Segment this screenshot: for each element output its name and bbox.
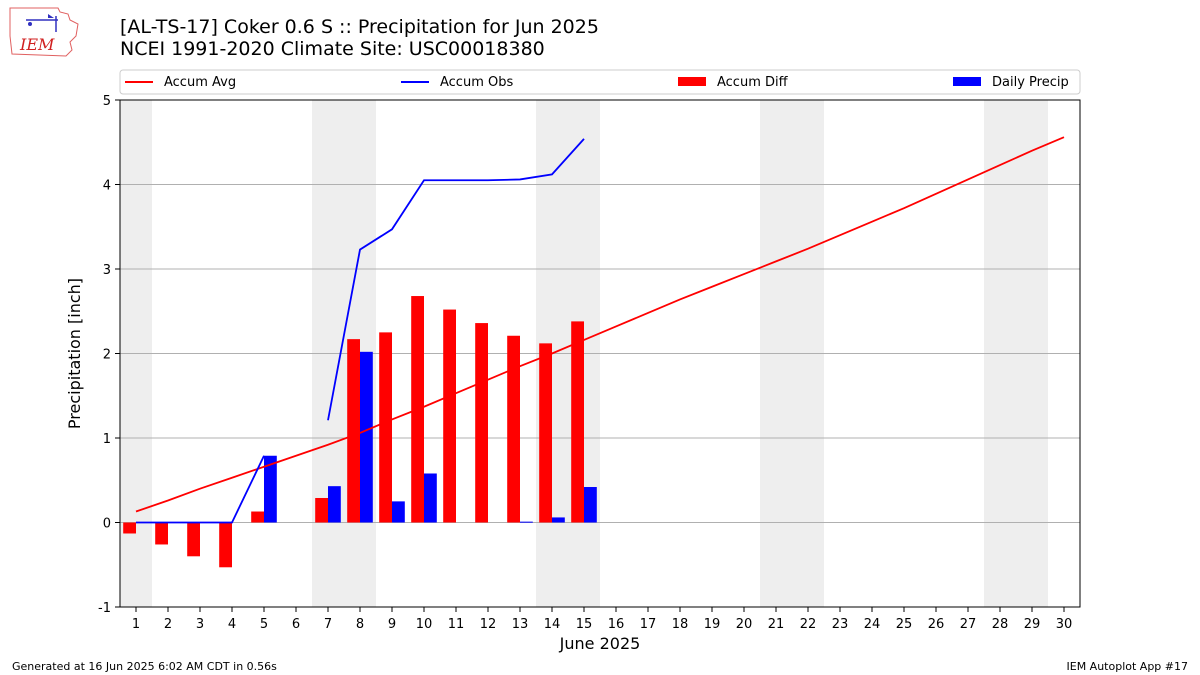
x-tick-label: 15	[576, 617, 593, 632]
x-tick-label: 5	[260, 617, 268, 632]
accum-diff-bar	[315, 497, 328, 523]
accum-diff-bar	[539, 343, 552, 523]
x-tick-label: 27	[960, 617, 977, 632]
y-tick-label: 0	[103, 517, 111, 532]
accum-obs-line	[136, 455, 265, 524]
x-tick-label: 29	[1024, 617, 1041, 632]
accum-diff-bar	[347, 339, 360, 523]
x-tick-label: 20	[736, 617, 753, 632]
daily-precip-bar	[552, 517, 565, 523]
svg-text:IEM: IEM	[19, 35, 55, 54]
accum-diff-bar	[155, 522, 168, 545]
x-tick-label: 16	[608, 617, 625, 632]
title-line-2: NCEI 1991-2020 Climate Site: USC00018380	[120, 38, 545, 60]
plot-frame	[119, 99, 1081, 608]
y-tick-label: 1	[103, 432, 111, 447]
x-tick-label: 25	[896, 617, 913, 632]
accum-diff-bar	[507, 335, 520, 523]
accum-obs-line	[327, 138, 585, 421]
x-tick-label: 23	[832, 617, 849, 632]
legend-box	[119, 69, 1081, 95]
accum-avg-line	[135, 136, 1065, 513]
accum-diff-bar	[123, 522, 136, 534]
x-tick-label: 24	[864, 617, 881, 632]
title-line-1: [AL-TS-17] Coker 0.6 S :: Precipitation …	[120, 16, 599, 38]
accum-diff-bar	[571, 321, 584, 523]
x-tick-label: 8	[356, 617, 364, 632]
x-tick-label: 21	[768, 617, 785, 632]
daily-precip-bar	[328, 486, 341, 523]
daily-precip-bar	[392, 501, 405, 523]
accum-diff-bar	[219, 522, 232, 568]
x-tick-label: 10	[416, 617, 433, 632]
legend-swatch	[953, 77, 981, 86]
app-label: IEM Autoplot App #17	[1066, 660, 1189, 673]
x-tick-label: 22	[800, 617, 817, 632]
y-tick-label: 5	[103, 94, 111, 109]
daily-precip-bar	[520, 521, 533, 523]
x-tick-label: 4	[228, 617, 236, 632]
accum-diff-bar	[443, 309, 456, 523]
x-tick-label: 12	[480, 617, 497, 632]
daily-precip-bar	[424, 473, 437, 523]
x-tick-label: 13	[512, 617, 529, 632]
daily-precip-bar	[584, 487, 597, 523]
daily-precip-bar	[264, 455, 277, 523]
accum-diff-bar	[251, 511, 264, 523]
y-tick-label: 2	[103, 348, 111, 363]
y-tick-label: 3	[103, 263, 111, 278]
iem-logo: IEM	[8, 6, 80, 62]
x-tick-label: 7	[324, 617, 332, 632]
x-tick-label: 3	[196, 617, 204, 632]
accum-diff-bar	[379, 332, 392, 523]
legend-swatch	[678, 77, 706, 86]
x-tick-label: 6	[292, 617, 300, 632]
x-tick-label: 14	[544, 617, 561, 632]
x-tick-label: 17	[640, 617, 657, 632]
x-tick-label: 19	[704, 617, 721, 632]
daily-precip-bar	[360, 351, 373, 523]
generated-timestamp: Generated at 16 Jun 2025 6:02 AM CDT in …	[12, 660, 277, 673]
x-axis-label: June 2025	[559, 634, 641, 653]
accum-diff-bar	[475, 323, 488, 523]
x-tick-label: 1	[132, 617, 140, 632]
legend-label: Accum Obs	[440, 75, 513, 90]
legend-label: Accum Diff	[717, 75, 789, 90]
legend-label: Accum Avg	[164, 75, 236, 90]
chart-title: [AL-TS-17] Coker 0.6 S :: Precipitation …	[120, 16, 599, 60]
x-tick-label: 9	[388, 617, 396, 632]
x-tick-label: 28	[992, 617, 1009, 632]
legend-label: Daily Precip	[992, 75, 1069, 90]
x-tick-label: 18	[672, 617, 689, 632]
x-tick-label: 2	[164, 617, 172, 632]
x-tick-label: 11	[448, 617, 465, 632]
y-tick-label: 4	[103, 179, 111, 194]
accum-diff-bar	[187, 522, 200, 557]
x-tick-label: 30	[1056, 617, 1073, 632]
x-tick-label: 26	[928, 617, 945, 632]
y-tick-label: -1	[98, 601, 111, 616]
y-axis-label: Precipitation [inch]	[65, 278, 84, 429]
